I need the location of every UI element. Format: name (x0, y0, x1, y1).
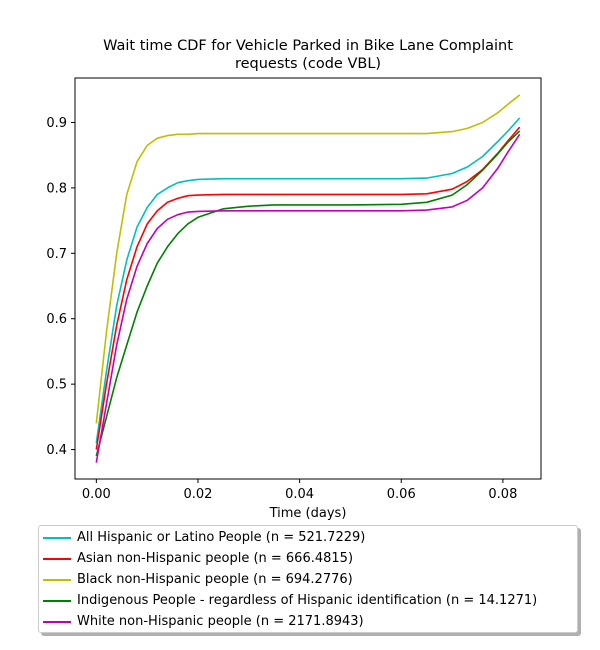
x-tick-label: 0.00 (82, 487, 111, 502)
legend-label: White non-Hispanic people (n = 2171.8943… (77, 614, 364, 629)
legend-label: Indigenous People - regardless of Hispan… (77, 593, 538, 608)
chart-title-line1: Wait time CDF for Vehicle Parked in Bike… (103, 38, 513, 54)
x-tick-label: 0.08 (488, 487, 517, 502)
legend-entry-3: Black non-Hispanic people (n = 694.2776) (39, 569, 353, 590)
y-tick-label: 0.5 (46, 378, 67, 393)
chart-legend: All Hispanic or Latino People (n = 521.7… (38, 525, 578, 633)
chart-title-line2: requests (code VBL) (234, 56, 382, 72)
x-tick-label: 0.06 (387, 487, 416, 502)
series-line-3 (95, 94, 521, 424)
y-tick-label: 0.7 (46, 247, 67, 262)
legend-label: All Hispanic or Latino People (n = 521.7… (77, 530, 366, 545)
legend-label: Black non-Hispanic people (n = 694.2776) (77, 572, 353, 587)
legend-swatch (43, 620, 71, 623)
legend-entry-4: Indigenous People - regardless of Hispan… (39, 590, 537, 611)
plot-frame (74, 77, 542, 480)
y-tick-label: 0.6 (46, 312, 67, 327)
x-tick-label: 0.02 (184, 487, 213, 502)
legend-entry-5: White non-Hispanic people (n = 2171.8943… (39, 611, 364, 632)
series-line-5 (95, 133, 521, 463)
series-line-4 (95, 130, 521, 457)
legend-entry-2: Asian non-Hispanic people (n = 666.4815) (39, 548, 353, 569)
y-tick-label: 0.4 (46, 443, 67, 458)
x-axis-label: Time (days) (269, 506, 347, 521)
x-tick-label: 0.04 (285, 487, 314, 502)
legend-swatch (43, 578, 71, 581)
legend-swatch (43, 557, 71, 560)
y-tick-label: 0.9 (46, 116, 67, 131)
series-line-1 (95, 117, 521, 444)
legend-label: Asian non-Hispanic people (n = 666.4815) (77, 551, 354, 566)
series-line-2 (95, 126, 521, 450)
legend-swatch (43, 536, 71, 539)
legend-entry-1: All Hispanic or Latino People (n = 521.7… (39, 527, 365, 548)
legend-swatch (43, 599, 71, 602)
y-tick-label: 0.8 (46, 181, 67, 196)
